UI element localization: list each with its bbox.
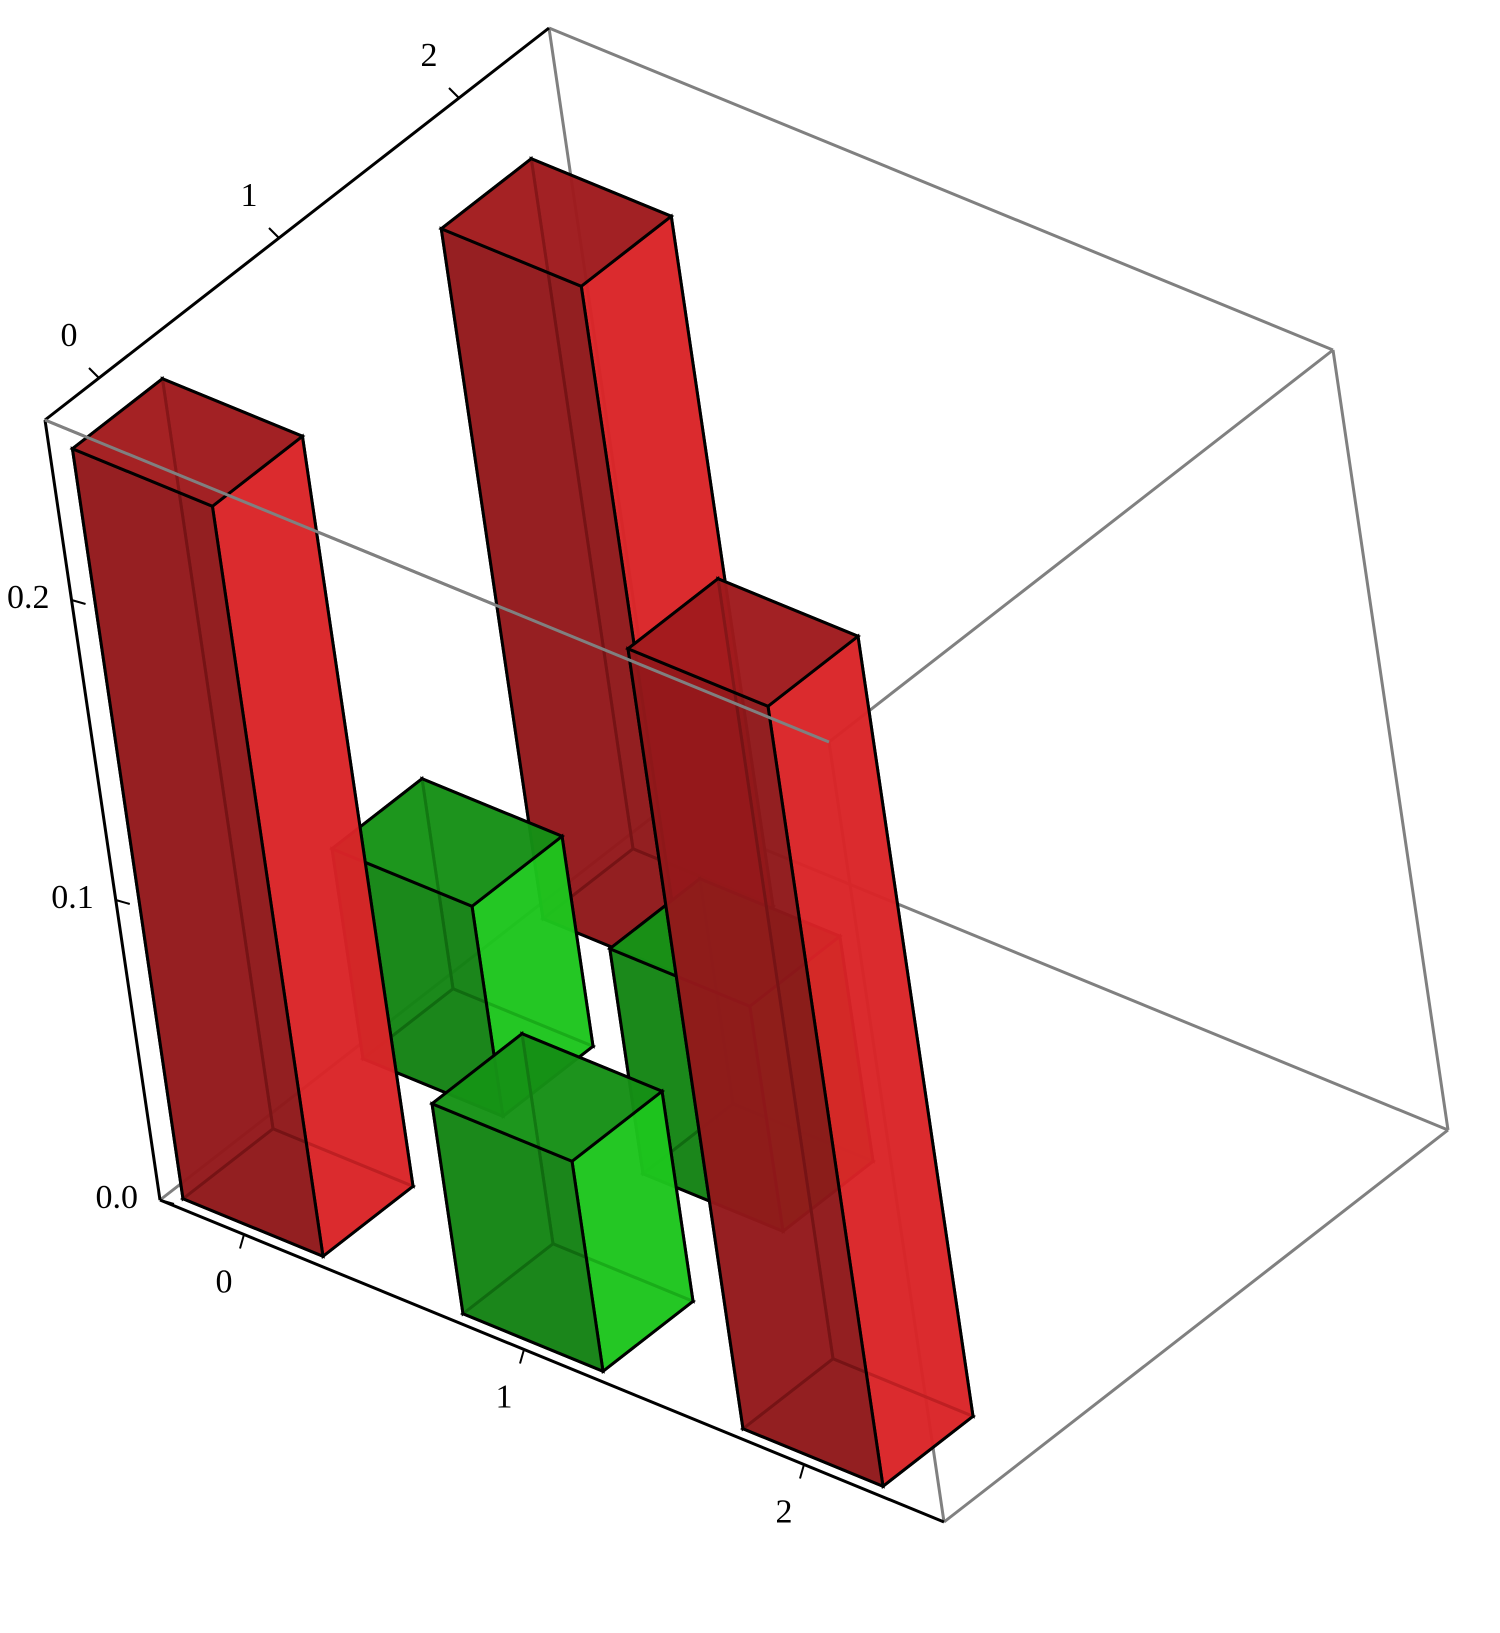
y-tick xyxy=(268,227,280,239)
z-axis xyxy=(43,419,162,1201)
z-tick-label: 0.1 xyxy=(51,879,94,916)
bar-face xyxy=(625,577,861,708)
y-axis xyxy=(44,26,550,422)
box-edge xyxy=(1331,349,1450,1131)
z-tick-label: 0.0 xyxy=(96,1179,139,1216)
bar-face xyxy=(438,157,675,288)
bar-face xyxy=(429,1032,666,1163)
x-tick xyxy=(799,1464,805,1479)
bar xyxy=(625,575,976,1490)
x-tick-label: 2 xyxy=(776,1493,793,1530)
y-tick-label: 1 xyxy=(241,177,258,214)
y-tick-label: 2 xyxy=(421,37,438,74)
y-tick-label: 0 xyxy=(61,317,78,354)
x-tick xyxy=(519,1349,525,1364)
x-tick-label: 1 xyxy=(496,1378,513,1415)
z-tick-label: 0.2 xyxy=(7,579,50,616)
y-tick xyxy=(448,87,460,99)
bar xyxy=(69,375,416,1260)
y-tick xyxy=(88,367,100,379)
z-tick xyxy=(159,1199,175,1205)
z-tick xyxy=(115,899,131,905)
bar-face xyxy=(329,777,566,908)
box-edge xyxy=(828,348,1334,744)
box-edge xyxy=(943,1128,1449,1524)
z-tick xyxy=(71,599,86,605)
bar xyxy=(429,1030,696,1375)
x-tick xyxy=(239,1234,245,1249)
bar-face xyxy=(69,377,306,508)
x-tick-label: 0 xyxy=(216,1263,233,1300)
x-axis xyxy=(159,1198,945,1524)
box-edge xyxy=(548,26,1334,352)
box-edge xyxy=(44,418,830,744)
